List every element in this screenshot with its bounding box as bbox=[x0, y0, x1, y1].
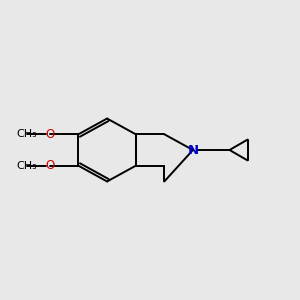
Text: CH₃: CH₃ bbox=[16, 129, 37, 139]
Text: O: O bbox=[45, 128, 55, 141]
Text: O: O bbox=[45, 159, 55, 172]
Text: N: N bbox=[188, 143, 199, 157]
Text: CH₃: CH₃ bbox=[16, 161, 37, 171]
